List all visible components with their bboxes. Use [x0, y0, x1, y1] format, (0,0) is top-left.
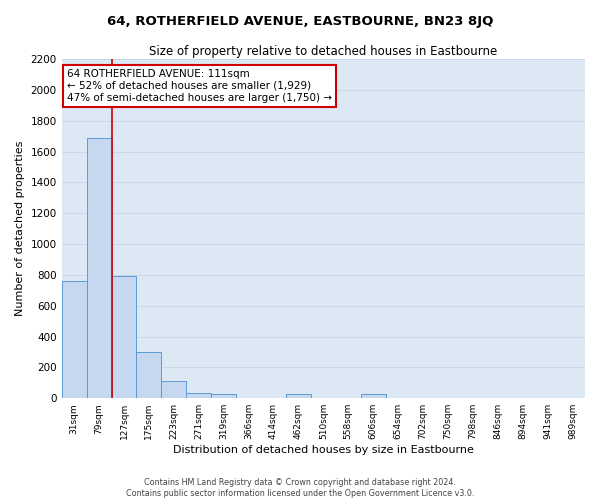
Bar — [86, 138, 112, 398]
Bar — [161, 382, 186, 398]
Text: 64 ROTHERFIELD AVENUE: 111sqm
← 52% of detached houses are smaller (1,929)
47% o: 64 ROTHERFIELD AVENUE: 111sqm ← 52% of d… — [67, 70, 332, 102]
Bar — [361, 394, 386, 398]
Text: Contains HM Land Registry data © Crown copyright and database right 2024.
Contai: Contains HM Land Registry data © Crown c… — [126, 478, 474, 498]
Title: Size of property relative to detached houses in Eastbourne: Size of property relative to detached ho… — [149, 45, 497, 58]
Text: 64, ROTHERFIELD AVENUE, EASTBOURNE, BN23 8JQ: 64, ROTHERFIELD AVENUE, EASTBOURNE, BN23… — [107, 15, 493, 28]
Bar — [286, 394, 311, 398]
X-axis label: Distribution of detached houses by size in Eastbourne: Distribution of detached houses by size … — [173, 445, 474, 455]
Bar — [211, 394, 236, 398]
Y-axis label: Number of detached properties: Number of detached properties — [15, 141, 25, 316]
Bar — [112, 276, 136, 398]
Bar — [62, 281, 86, 398]
Bar — [186, 393, 211, 398]
Bar — [136, 352, 161, 398]
